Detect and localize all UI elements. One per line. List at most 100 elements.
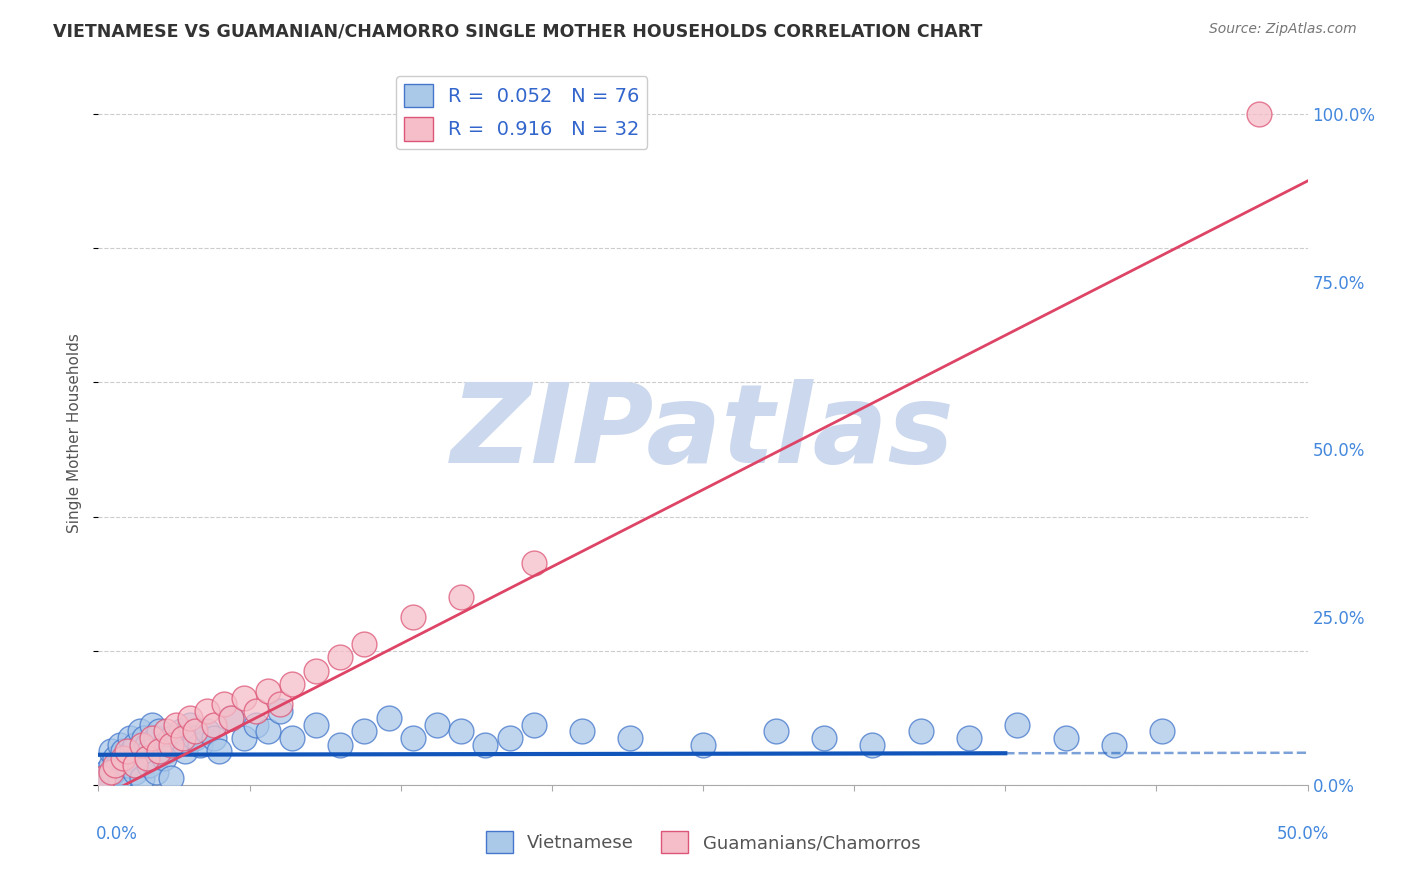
Point xyxy=(118,731,141,745)
Point xyxy=(104,757,127,772)
Point xyxy=(108,738,131,752)
Point xyxy=(402,610,425,624)
Point xyxy=(256,724,278,739)
Point xyxy=(450,724,472,739)
Point xyxy=(172,731,194,745)
Point xyxy=(155,744,177,758)
Point xyxy=(121,744,143,758)
Point xyxy=(523,557,546,571)
Point xyxy=(91,771,114,785)
Point xyxy=(269,698,291,712)
Point xyxy=(212,698,235,712)
Point xyxy=(111,764,134,779)
Point xyxy=(245,704,267,718)
Point xyxy=(145,764,167,779)
Point xyxy=(329,650,352,665)
Point xyxy=(131,738,153,752)
Point xyxy=(100,744,122,758)
Point xyxy=(104,751,127,765)
Point xyxy=(148,724,170,739)
Point xyxy=(232,690,254,705)
Legend: R =  0.052   N = 76, R =  0.916   N = 32: R = 0.052 N = 76, R = 0.916 N = 32 xyxy=(396,76,647,149)
Point xyxy=(160,771,183,785)
Point xyxy=(155,724,177,739)
Point xyxy=(174,744,197,758)
Point xyxy=(165,738,187,752)
Point xyxy=(145,731,167,745)
Point xyxy=(179,717,201,731)
Point xyxy=(195,724,218,739)
Point xyxy=(813,731,835,745)
Text: VIETNAMESE VS GUAMANIAN/CHAMORRO SINGLE MOTHER HOUSEHOLDS CORRELATION CHART: VIETNAMESE VS GUAMANIAN/CHAMORRO SINGLE … xyxy=(53,22,983,40)
Point xyxy=(138,757,160,772)
Point xyxy=(305,717,328,731)
Point xyxy=(232,731,254,745)
Point xyxy=(128,724,150,739)
Point xyxy=(1007,717,1029,731)
Point xyxy=(111,744,134,758)
Point xyxy=(221,711,243,725)
Point xyxy=(94,771,117,785)
Y-axis label: Single Mother Households: Single Mother Households xyxy=(67,333,83,533)
Point xyxy=(204,731,226,745)
Point xyxy=(91,771,114,785)
Point xyxy=(135,738,157,752)
Point xyxy=(135,751,157,765)
Point xyxy=(138,744,160,758)
Legend: Vietnamese, Guamanians/Chamorros: Vietnamese, Guamanians/Chamorros xyxy=(478,824,928,861)
Point xyxy=(204,717,226,731)
Point xyxy=(117,757,139,772)
Point xyxy=(152,738,174,752)
Point xyxy=(114,751,136,765)
Text: ZIPatlas: ZIPatlas xyxy=(451,379,955,486)
Point xyxy=(1152,724,1174,739)
Point xyxy=(184,731,207,745)
Point xyxy=(124,764,146,779)
Text: Source: ZipAtlas.com: Source: ZipAtlas.com xyxy=(1209,22,1357,37)
Point xyxy=(101,764,124,779)
Point xyxy=(498,731,520,745)
Point xyxy=(108,771,131,785)
Point xyxy=(97,771,120,785)
Point xyxy=(131,771,153,785)
Point xyxy=(143,751,166,765)
Point xyxy=(619,731,641,745)
Point xyxy=(117,744,139,758)
Point xyxy=(860,738,883,752)
Point xyxy=(305,664,328,678)
Point xyxy=(107,757,129,772)
Point xyxy=(165,717,187,731)
Point xyxy=(134,731,156,745)
Point xyxy=(221,711,243,725)
Point xyxy=(353,637,375,651)
Point xyxy=(160,731,183,745)
Point xyxy=(208,744,231,758)
Point xyxy=(450,590,472,604)
Point xyxy=(402,731,425,745)
Point xyxy=(1054,731,1077,745)
Point xyxy=(127,751,149,765)
Text: 0.0%: 0.0% xyxy=(96,825,138,843)
Point xyxy=(94,764,117,779)
Point xyxy=(100,757,122,772)
Point xyxy=(523,717,546,731)
Point xyxy=(131,757,153,772)
Point xyxy=(124,738,146,752)
Point xyxy=(256,684,278,698)
Point xyxy=(195,704,218,718)
Point xyxy=(141,717,163,731)
Point xyxy=(245,717,267,731)
Point xyxy=(910,724,932,739)
Point xyxy=(100,764,122,779)
Point xyxy=(329,738,352,752)
Point xyxy=(353,724,375,739)
Point xyxy=(957,731,980,745)
Point xyxy=(1249,107,1271,121)
Point xyxy=(184,724,207,739)
Point xyxy=(101,764,124,779)
Point xyxy=(426,717,449,731)
Point xyxy=(1102,738,1125,752)
Point xyxy=(188,738,211,752)
Point xyxy=(281,731,304,745)
Point xyxy=(474,738,496,752)
